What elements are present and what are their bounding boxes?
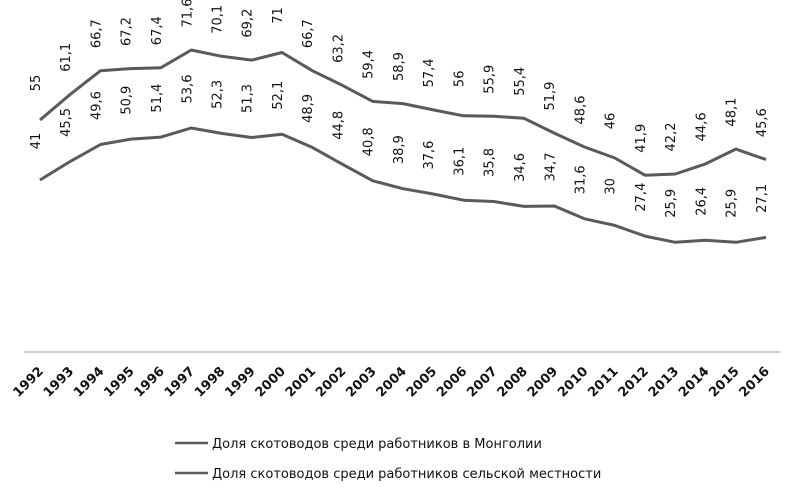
x-tick-2004: 2004: [374, 364, 410, 400]
data-label-s1-2015: 48,1: [725, 98, 740, 127]
data-label-s2-2003: 40,8: [362, 127, 377, 156]
data-label-s2-2001: 48,9: [301, 94, 316, 123]
data-label-s1-1995: 67,2: [120, 17, 135, 46]
data-label-s1-2008: 55,4: [513, 67, 528, 96]
data-label-s1-1997: 71,6: [180, 0, 195, 27]
data-label-s1-2007: 55,9: [483, 65, 498, 94]
x-tick-labels: 1992199319941995199619971998199920002001…: [11, 364, 773, 400]
data-label-s2-1993: 45,5: [59, 108, 74, 137]
x-tick-2005: 2005: [404, 364, 440, 400]
x-tick-2016: 2016: [737, 364, 773, 400]
data-label-s2-2013: 25,9: [664, 189, 679, 218]
x-tick-2011: 2011: [585, 364, 621, 400]
data-label-s1-2005: 57,4: [422, 58, 437, 87]
data-label-s2-2010: 31,6: [574, 165, 589, 194]
x-tick-2003: 2003: [343, 364, 379, 400]
x-tick-1996: 1996: [132, 364, 168, 400]
x-tick-2008: 2008: [495, 364, 531, 400]
data-label-s1-1993: 61,1: [59, 43, 74, 72]
data-label-s2-2005: 37,6: [422, 141, 437, 170]
legend-label-1: Доля скотоводов среди работников в Монго…: [212, 437, 542, 452]
data-label-s1-1994: 66,7: [90, 19, 105, 48]
data-label-s2-2008: 34,6: [513, 153, 528, 182]
data-label-s1-1998: 70,1: [211, 5, 226, 34]
x-tick-2007: 2007: [464, 364, 500, 400]
x-tick-1995: 1995: [101, 364, 137, 400]
data-label-s2-2016: 27,1: [755, 184, 770, 213]
data-label-s1-2000: 71: [271, 7, 286, 24]
data-label-s2-1999: 51,3: [241, 84, 256, 113]
series-line-1: [39, 48, 767, 177]
data-label-s2-2015: 25,9: [725, 189, 740, 218]
data-label-s1-2012: 41,9: [634, 124, 649, 153]
x-tick-2014: 2014: [676, 364, 712, 400]
x-tick-1993: 1993: [41, 364, 77, 400]
x-tick-2001: 2001: [283, 364, 319, 400]
data-label-s1-1992: 55: [29, 75, 44, 92]
data-label-s2-1992: 41: [29, 133, 44, 150]
data-label-s1-2011: 46: [604, 113, 619, 130]
data-label-s2-2012: 27,4: [634, 183, 649, 212]
data-label-s2-2004: 38,9: [392, 135, 407, 164]
data-label-s1-2001: 66,7: [301, 19, 316, 48]
data-label-s1-1999: 69,2: [241, 9, 256, 38]
x-tick-2015: 2015: [706, 364, 742, 400]
x-tick-1992: 1992: [11, 364, 47, 400]
data-label-s2-2009: 34,7: [543, 153, 558, 182]
x-tick-2012: 2012: [616, 364, 652, 400]
data-label-s2-1997: 53,6: [180, 75, 195, 104]
x-tick-1999: 1999: [222, 364, 258, 400]
data-labels: 55 61,1 66,7 67,2 67,4 71,6 70,1 69,2 71 66,7 63,2…: [29, 0, 770, 218]
data-label-s2-1995: 50,9: [120, 86, 135, 115]
data-label-s2-2011: 30: [604, 178, 619, 195]
data-label-s1-1996: 67,4: [150, 16, 165, 45]
data-label-s1-2013: 42,2: [664, 122, 679, 151]
data-label-s1-2003: 59,4: [362, 50, 377, 79]
series-line-2: [39, 126, 767, 244]
x-tick-2009: 2009: [525, 364, 561, 400]
data-label-s2-1994: 49,6: [90, 91, 105, 120]
legend-label-2: Доля скотоводов среди работников сельско…: [212, 467, 601, 482]
data-label-s2-2014: 26,4: [695, 187, 710, 216]
x-tick-1994: 1994: [71, 364, 107, 400]
data-label-s2-1998: 52,3: [211, 80, 226, 109]
series-lines: [39, 48, 767, 244]
data-label-s2-1996: 51,4: [150, 84, 165, 113]
data-label-s1-2002: 63,2: [332, 34, 347, 63]
x-tick-2013: 2013: [646, 364, 682, 400]
legend: Доля скотоводов среди работников в Монго…: [175, 437, 601, 482]
data-label-s2-2002: 44,8: [332, 111, 347, 140]
data-label-s1-2006: 56: [453, 71, 468, 88]
data-label-s1-2016: 45,6: [755, 108, 770, 137]
data-label-s2-2007: 35,8: [483, 148, 498, 177]
x-tick-2002: 2002: [313, 364, 349, 400]
x-tick-2010: 2010: [555, 364, 591, 400]
data-label-s1-2014: 44,6: [695, 112, 710, 141]
data-label-s1-2009: 51,9: [543, 82, 558, 111]
data-label-s1-2004: 58,9: [392, 52, 407, 81]
x-tick-2006: 2006: [434, 364, 470, 400]
x-tick-1998: 1998: [192, 364, 228, 400]
x-tick-2000: 2000: [253, 364, 289, 400]
data-label-s2-2006: 36,1: [453, 147, 468, 176]
x-tick-1997: 1997: [162, 364, 198, 400]
data-label-s2-2000: 52,1: [271, 81, 286, 110]
data-label-s1-2010: 48,6: [574, 96, 589, 125]
